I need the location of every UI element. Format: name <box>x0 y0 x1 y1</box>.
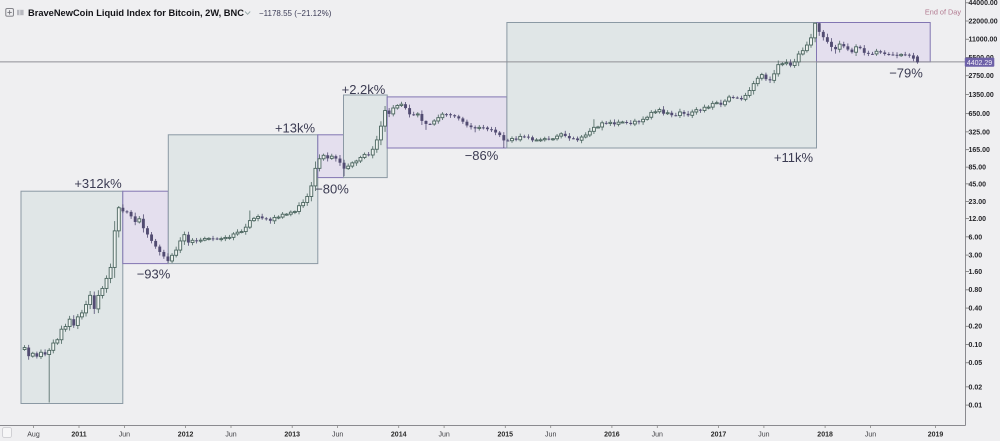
svg-text:2014: 2014 <box>391 431 407 438</box>
svg-text:2015: 2015 <box>498 431 514 438</box>
svg-text:325.00: 325.00 <box>969 129 991 136</box>
svg-text:2750.00: 2750.00 <box>969 73 994 80</box>
svg-text:Jun: Jun <box>119 431 130 438</box>
svg-text:2016: 2016 <box>604 431 620 438</box>
svg-text:+11k%: +11k% <box>774 150 814 165</box>
svg-text:3.00: 3.00 <box>969 252 983 259</box>
svg-text:Jun: Jun <box>545 431 556 438</box>
svg-text:1.60: 1.60 <box>969 269 983 276</box>
svg-text:12.00: 12.00 <box>969 216 987 223</box>
svg-text:2019: 2019 <box>928 431 944 438</box>
svg-text:0.02: 0.02 <box>969 384 983 391</box>
svg-text:0.10: 0.10 <box>969 342 983 349</box>
svg-text:−86%: −86% <box>465 148 499 163</box>
svg-text:2012: 2012 <box>178 431 194 438</box>
svg-text:2017: 2017 <box>711 431 727 438</box>
svg-text:−79%: −79% <box>889 66 923 81</box>
svg-text:4402.29: 4402.29 <box>967 60 992 67</box>
svg-text:1350.00: 1350.00 <box>969 92 994 99</box>
svg-text:0.80: 0.80 <box>969 287 983 294</box>
svg-text:Jun: Jun <box>758 431 769 438</box>
svg-text:Jun: Jun <box>652 431 663 438</box>
svg-text:Jun: Jun <box>865 431 876 438</box>
svg-text:45.00: 45.00 <box>969 181 987 188</box>
svg-text:End of Day: End of Day <box>925 8 961 17</box>
svg-text:Jun: Jun <box>438 431 449 438</box>
svg-text:+13k%: +13k% <box>275 121 316 136</box>
svg-text:0.20: 0.20 <box>969 324 983 331</box>
svg-text:0.05: 0.05 <box>969 360 983 367</box>
svg-text:Jun: Jun <box>225 431 236 438</box>
svg-text:Jun: Jun <box>332 431 343 438</box>
svg-text:BraveNewCoin Liquid Index for: BraveNewCoin Liquid Index for Bitcoin, 2… <box>28 8 244 18</box>
svg-text:2013: 2013 <box>284 431 300 438</box>
svg-text:−93%: −93% <box>137 267 171 282</box>
svg-text:22000.00: 22000.00 <box>969 18 998 25</box>
svg-text:44000.00: 44000.00 <box>969 0 998 7</box>
svg-text:650.00: 650.00 <box>969 111 991 118</box>
svg-text:−1178.55 (−21.12%): −1178.55 (−21.12%) <box>259 9 332 18</box>
svg-text:85.00: 85.00 <box>969 165 987 172</box>
svg-text:6.00: 6.00 <box>969 234 983 241</box>
svg-text:+2.2k%: +2.2k% <box>342 82 386 97</box>
svg-text:2018: 2018 <box>817 431 833 438</box>
svg-text:0.40: 0.40 <box>969 305 983 312</box>
svg-text:165.00: 165.00 <box>969 147 991 154</box>
svg-text:Aug: Aug <box>27 431 40 438</box>
svg-text:2011: 2011 <box>71 431 86 438</box>
svg-text:0.01: 0.01 <box>969 402 983 409</box>
svg-text:23.00: 23.00 <box>969 199 987 206</box>
svg-text:+312k%: +312k% <box>74 176 122 191</box>
svg-text:−80%: −80% <box>315 182 349 197</box>
svg-text:11000.00: 11000.00 <box>969 37 998 44</box>
